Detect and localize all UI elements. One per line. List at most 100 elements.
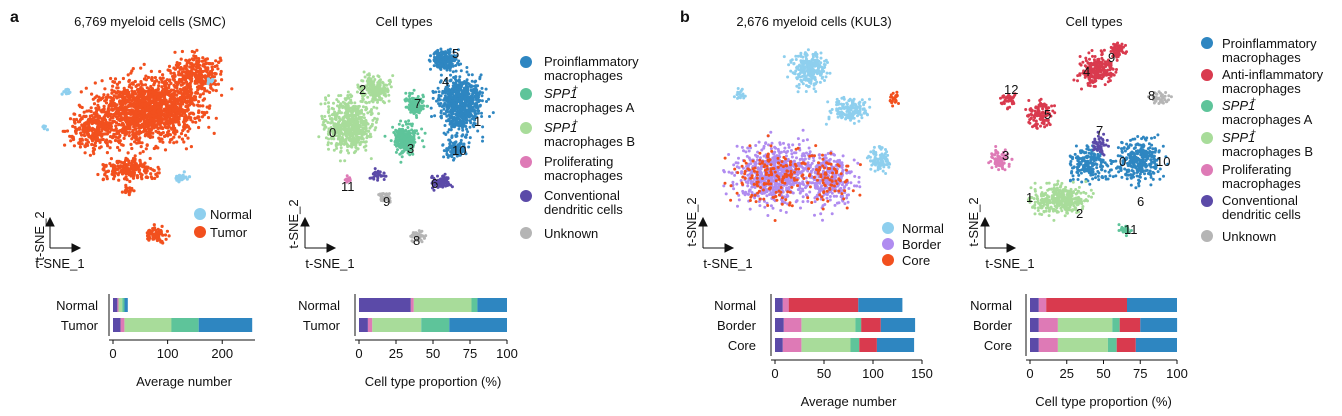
tsne-point [339, 149, 343, 153]
tsne-point [175, 93, 179, 97]
tsne-point [134, 127, 138, 131]
tsne-point [478, 104, 482, 108]
tsne-point [428, 59, 432, 63]
tsne-point [182, 127, 186, 131]
tsne-point [444, 55, 447, 59]
tsne-point [153, 76, 157, 80]
tsne-point [440, 116, 443, 120]
tsne-point [82, 133, 86, 137]
legend-label-sup: + [573, 83, 578, 93]
tsne-point [338, 159, 342, 163]
tsne-point [188, 112, 192, 116]
tsne-point [156, 92, 160, 96]
tsne-point [135, 103, 139, 107]
tsne-point [205, 67, 209, 71]
tsne-point [136, 141, 140, 145]
panel-b-letter: b [680, 9, 690, 26]
tsne-point [198, 118, 202, 122]
tsne-point [117, 148, 122, 152]
tsne-point [336, 125, 340, 129]
tsne-point [79, 90, 83, 94]
tsne-point [361, 97, 365, 101]
tsne-point [110, 91, 114, 95]
tsne-point [162, 95, 166, 99]
tsne-point [445, 152, 449, 156]
tsne-point [183, 99, 187, 104]
tsne-point [108, 125, 112, 129]
tsne-point [165, 78, 169, 82]
tsne-point [201, 104, 205, 108]
tsne-point [121, 76, 125, 81]
tsne-point [126, 169, 130, 173]
tsne-point [165, 89, 170, 93]
tsne-point [388, 82, 391, 86]
cluster-label: 0 [329, 125, 336, 140]
tsne-point [369, 113, 373, 116]
tsne-point [395, 141, 399, 145]
tsne-point [95, 133, 99, 137]
tsne-point [420, 127, 424, 131]
tsne-point [165, 121, 169, 125]
tsne-point [180, 137, 184, 141]
tsne-point [167, 113, 171, 117]
tsne-point [138, 151, 142, 155]
tsne-point [145, 175, 150, 180]
tsne-point [404, 91, 408, 95]
tsne-point [445, 67, 449, 71]
tsne-point [360, 100, 364, 104]
tsne-point [155, 79, 159, 83]
tsne-point [449, 128, 453, 132]
tsne-point [192, 95, 196, 99]
tsne-point [122, 86, 126, 90]
tsne-point [149, 69, 153, 73]
tsne-point [73, 112, 77, 116]
tsne-point [346, 90, 350, 94]
tsne-point [436, 65, 440, 69]
tsne-point [131, 81, 135, 85]
tsne-point [71, 137, 76, 142]
panel-b-group-tsne-points [722, 48, 900, 222]
tsne-point [153, 101, 157, 105]
tsne-point [188, 94, 192, 98]
tsne-point [797, 68, 801, 71]
tsne-point [70, 135, 74, 139]
tsne-point [438, 98, 442, 102]
tsne-point [790, 58, 794, 62]
tsne-point [119, 102, 123, 106]
tsne-point [92, 102, 97, 106]
tsne-point [204, 61, 208, 65]
tsne-point [439, 47, 443, 51]
tsne-point [452, 87, 456, 91]
tsne-point [182, 124, 186, 129]
tsne-point [98, 132, 102, 137]
tsne-point [158, 132, 162, 136]
tsne-point [203, 112, 207, 116]
tsne-point [413, 111, 417, 114]
tsne-point [461, 128, 465, 132]
tsne-point [406, 126, 410, 129]
tsne-point [444, 50, 447, 54]
tsne-point [191, 120, 195, 124]
legend-label-line2: dendritic cells [544, 202, 623, 217]
cluster-label: 7 [414, 96, 421, 111]
tsne-point [86, 143, 90, 147]
tsne-point [389, 139, 393, 143]
tsne-point [149, 117, 153, 121]
tsne-point [105, 141, 109, 145]
tsne-point [173, 132, 177, 136]
tsne-point [134, 98, 138, 102]
tsne-point [149, 172, 153, 176]
tsne-point [407, 94, 411, 98]
tsne-point [103, 173, 107, 177]
tsne-point [366, 87, 369, 91]
tsne-point [185, 80, 189, 84]
tsne-point [157, 238, 161, 242]
tsne-point [458, 105, 462, 109]
tsne-point [144, 123, 149, 128]
tsne-point [140, 99, 144, 103]
tsne-point [361, 105, 365, 109]
cluster-label: 10 [452, 143, 466, 158]
tsne-point [184, 125, 188, 129]
tsne-point [360, 111, 363, 115]
tsne-point [464, 85, 468, 89]
